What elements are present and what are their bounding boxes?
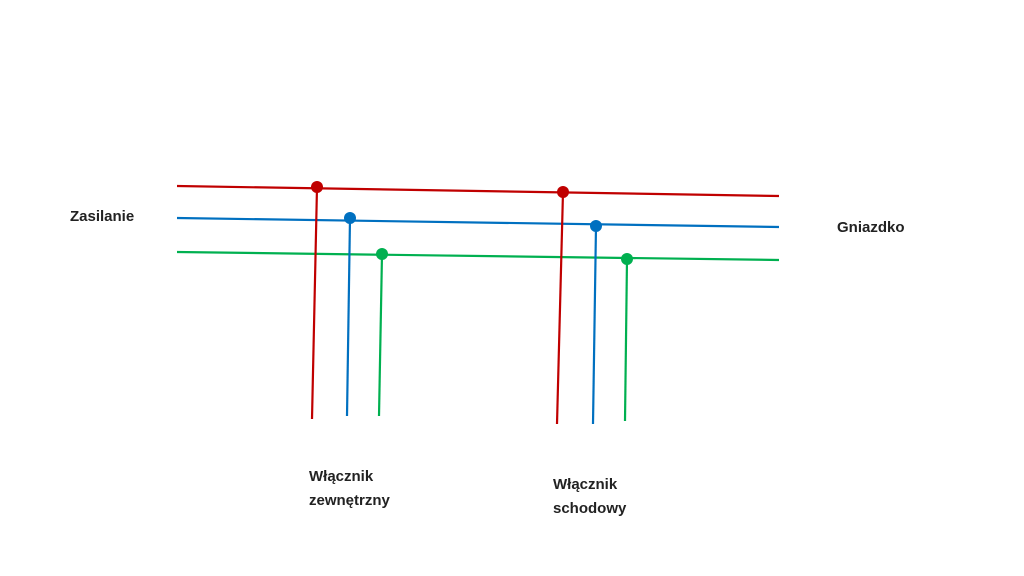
switch-label: Włącznik bbox=[309, 468, 374, 485]
red-drop bbox=[310, 186, 319, 420]
blue-drop bbox=[591, 225, 598, 425]
junction bbox=[590, 220, 602, 232]
switch-label: Włącznik bbox=[553, 476, 618, 493]
red-wire bbox=[176, 184, 780, 198]
switch-label: schodowy bbox=[553, 500, 627, 517]
green-drop bbox=[623, 258, 629, 422]
green-wire bbox=[176, 250, 780, 262]
switch-label: zewnętrzny bbox=[309, 492, 391, 509]
wires bbox=[176, 184, 780, 425]
junction bbox=[557, 186, 569, 198]
junction bbox=[376, 248, 388, 260]
outlet-label: Gniazdko bbox=[837, 219, 905, 236]
source-label: Zasilanie bbox=[70, 208, 134, 225]
blue-drop bbox=[345, 217, 352, 417]
junction bbox=[344, 212, 356, 224]
junction bbox=[621, 253, 633, 265]
junction bbox=[311, 181, 323, 193]
green-drop bbox=[377, 253, 384, 417]
red-drop bbox=[555, 191, 565, 425]
junctions bbox=[311, 181, 633, 265]
blue-wire bbox=[176, 216, 780, 229]
